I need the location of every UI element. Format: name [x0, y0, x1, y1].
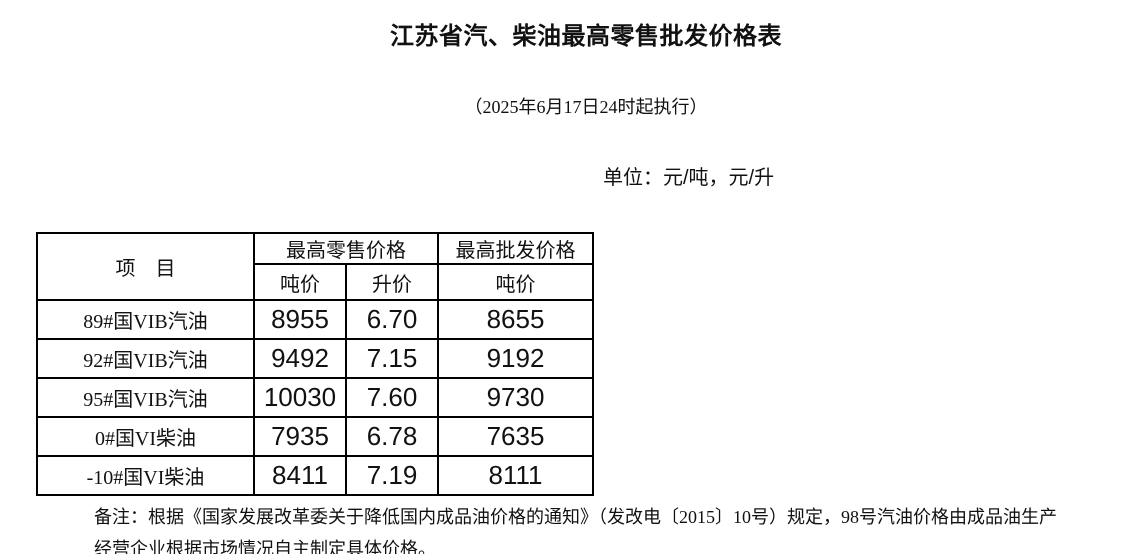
- page-title: 江苏省汽、柴油最高零售批发价格表: [390, 23, 782, 50]
- wholesale-ton-cell: 7635: [437, 416, 594, 457]
- col-header-wholesale-group: 最高批发价格: [437, 232, 594, 265]
- retail-liter-cell: 6.70: [345, 299, 439, 340]
- col-header-retail-group: 最高零售价格: [253, 232, 439, 265]
- table-row: 0#国VI柴油 7935 6.78 7635: [36, 416, 594, 457]
- wholesale-ton-cell: 8655: [437, 299, 594, 340]
- col-header-retail-ton: 吨价: [253, 263, 347, 301]
- col-header-wholesale-ton: 吨价: [437, 263, 594, 301]
- item-cell: 95#国VIB汽油: [36, 377, 255, 418]
- item-cell: -10#国VI柴油: [36, 455, 255, 496]
- retail-ton-cell: 7935: [253, 416, 347, 457]
- item-cell: 0#国VI柴油: [36, 416, 255, 457]
- header-row-groups: 项 目 最高零售价格 最高批发价格: [36, 232, 594, 301]
- col-header-item: 项 目: [36, 232, 255, 301]
- item-cell: 92#国VIB汽油: [36, 338, 255, 379]
- header-row-subcolumns: 吨价 升价 吨价: [37, 263, 594, 301]
- table-row: 92#国VIB汽油 9492 7.15 9192: [36, 338, 594, 379]
- price-table: 项 目 最高零售价格 最高批发价格 吨价 升价 吨价 89#国VIB汽油 895…: [36, 232, 594, 496]
- wholesale-ton-cell: 8111: [437, 455, 594, 496]
- retail-ton-cell: 9492: [253, 338, 347, 379]
- retail-liter-cell: 7.15: [345, 338, 439, 379]
- col-header-retail-liter: 升价: [345, 263, 439, 301]
- table-row: -10#国VI柴油 8411 7.19 8111: [36, 455, 594, 496]
- retail-liter-cell: 6.78: [345, 416, 439, 457]
- retail-ton-cell: 8955: [253, 299, 347, 340]
- table-row: 89#国VIB汽油 8955 6.70 8655: [36, 299, 594, 340]
- wholesale-ton-cell: 9730: [437, 377, 594, 418]
- retail-liter-cell: 7.19: [345, 455, 439, 496]
- wholesale-ton-cell: 9192: [437, 338, 594, 379]
- remark-line-2: 经营企业根据市场情况自主制定具体价格。: [94, 539, 436, 554]
- retail-ton-cell: 10030: [253, 377, 347, 418]
- effective-date: （2025年6月17日24时起执行）: [464, 97, 708, 117]
- table-row: 95#国VIB汽油 10030 7.60 9730: [36, 377, 594, 418]
- item-cell: 89#国VIB汽油: [36, 299, 255, 340]
- remark-note: 备注：根据《国家发展改革委关于降低国内成品油价格的通知》（发改电〔2015〕10…: [94, 501, 1136, 554]
- retail-ton-cell: 8411: [253, 455, 347, 496]
- unit-label: 单位：元/吨，元/升: [603, 167, 775, 189]
- retail-liter-cell: 7.60: [345, 377, 439, 418]
- remark-line-1: 备注：根据《国家发展改革委关于降低国内成品油价格的通知》（发改电〔2015〕10…: [94, 507, 1057, 527]
